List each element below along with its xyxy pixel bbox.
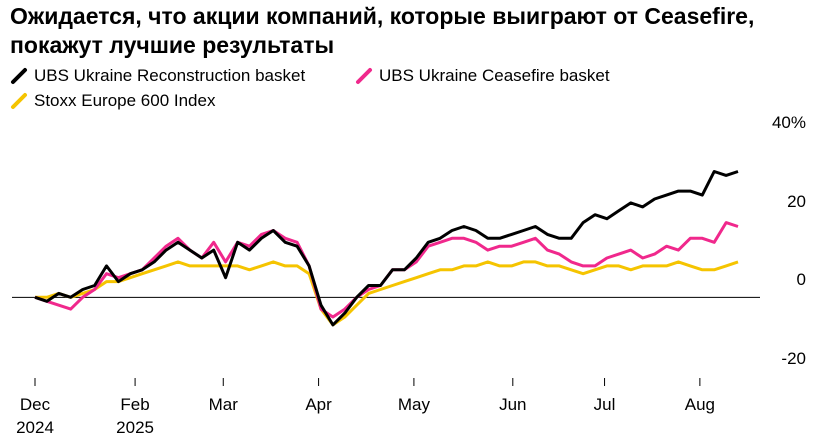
y-tick-label: 20 bbox=[787, 191, 806, 211]
legend-item: UBS Ukraine Ceasefire basket bbox=[355, 63, 610, 88]
legend-line bbox=[11, 92, 27, 109]
legend-swatch bbox=[11, 67, 27, 84]
legend-line bbox=[11, 67, 27, 84]
legend: UBS Ukraine Reconstruction basket UBS Ukr… bbox=[10, 63, 710, 113]
legend-swatch bbox=[356, 67, 372, 84]
legend-item: Stoxx Europe 600 Index bbox=[10, 88, 215, 113]
line-series bbox=[35, 260, 739, 327]
x-tick-label: Feb 2025 bbox=[116, 395, 154, 437]
y-tick-label: 0 bbox=[796, 270, 806, 290]
x-tick-label: Jun bbox=[499, 395, 527, 414]
legend-line bbox=[356, 67, 372, 84]
x-tick-label: Apr bbox=[305, 395, 332, 414]
legend-label: UBS Ukraine Ceasefire basket bbox=[379, 66, 610, 85]
legend-label: Stoxx Europe 600 Index bbox=[34, 91, 216, 110]
x-tick-label: Dec 2024 bbox=[16, 395, 54, 437]
x-tick-label: May bbox=[397, 395, 430, 414]
legend-item: UBS Ukraine Reconstruction basket bbox=[10, 63, 335, 88]
y-tick-label: 40% bbox=[771, 113, 806, 132]
chart-title: Ожидается, что акции компаний, которые в… bbox=[10, 3, 755, 58]
y-tick-label: -20 bbox=[781, 349, 806, 368]
x-tick-label: Jul bbox=[593, 395, 616, 414]
legend-swatch bbox=[11, 92, 27, 109]
x-tick-label: Aug bbox=[684, 395, 715, 414]
x-tick-label: Mar bbox=[208, 395, 238, 414]
legend-label: UBS Ukraine Reconstruction basket bbox=[34, 66, 306, 85]
line-series bbox=[34, 170, 739, 327]
